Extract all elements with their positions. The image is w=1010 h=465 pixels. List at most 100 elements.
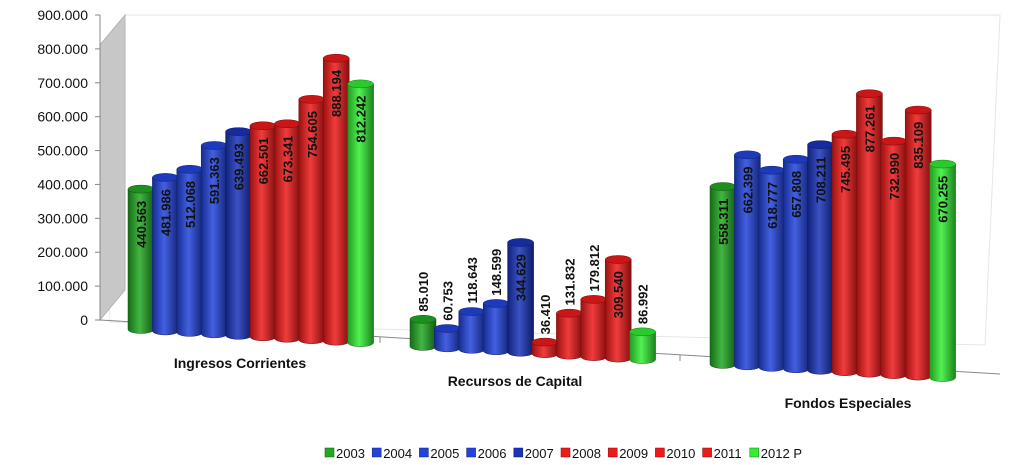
legend-swatch xyxy=(607,447,618,458)
bar-2005-0: 512.068 xyxy=(176,165,204,337)
y-tick-label: 300.000 xyxy=(37,210,88,226)
legend-label: 2005 xyxy=(430,446,459,461)
side-wall xyxy=(99,13,126,322)
data-label: 591.363 xyxy=(207,157,222,204)
data-label: 732.990 xyxy=(887,153,902,200)
legend-label: 2012 P xyxy=(761,446,802,461)
bar-top xyxy=(225,127,252,136)
bar-top xyxy=(856,89,883,98)
data-label: 618.777 xyxy=(765,182,780,229)
legend-label: 2007 xyxy=(525,446,554,461)
category-label: Ingresos Corrientes xyxy=(174,355,306,371)
data-label: 36.410 xyxy=(538,295,553,335)
bar-top xyxy=(274,119,301,128)
data-label: 708.211 xyxy=(814,157,829,203)
bar-2003-2: 558.311 xyxy=(709,182,737,369)
bar-top xyxy=(127,184,155,194)
bar-top xyxy=(604,255,632,264)
data-label: 673.341 xyxy=(280,135,295,182)
legend-label: 2011 xyxy=(714,446,742,461)
y-tick-label: 500.000 xyxy=(37,143,88,159)
bar-top xyxy=(249,121,277,130)
data-label: 670.255 xyxy=(936,176,951,223)
bar-2008-1: 36.410 xyxy=(531,295,559,358)
data-label: 754.605 xyxy=(305,111,320,158)
y-tick-label: 800.000 xyxy=(37,41,88,57)
bar-2009-0: 673.341 xyxy=(274,119,301,343)
bar-2012-p-1: 86.992 xyxy=(629,284,656,364)
data-label: 148.599 xyxy=(489,249,504,296)
data-label: 639.493 xyxy=(232,143,247,190)
data-label: 812.242 xyxy=(354,96,369,143)
legend-swatch xyxy=(513,447,524,458)
category-label: Fondos Especiales xyxy=(785,395,912,411)
bar-top xyxy=(904,105,932,115)
data-label: 309.540 xyxy=(611,271,626,318)
bar-2009-2: 877.261 xyxy=(856,89,883,378)
bar-body xyxy=(580,299,608,361)
data-label: 440.563 xyxy=(134,201,149,248)
data-label: 662.399 xyxy=(740,167,755,214)
legend-label: 2004 xyxy=(383,446,412,461)
bar-top xyxy=(458,307,486,316)
data-label: 118.643 xyxy=(465,257,480,303)
bar-2009-1: 131.832 xyxy=(556,258,583,360)
data-label: 481.986 xyxy=(158,189,173,236)
bar-2006-2: 657.808 xyxy=(782,154,810,374)
bar-2007-2: 708.211 xyxy=(807,140,834,375)
y-tick-label: 0 xyxy=(80,312,88,328)
legend-swatch xyxy=(702,447,712,458)
bar-top xyxy=(831,129,859,139)
bar-top xyxy=(347,79,374,89)
bar-top xyxy=(152,173,179,182)
legend-label: 2008 xyxy=(572,446,601,461)
bar-2012-p-2: 670.255 xyxy=(929,159,956,382)
data-label: 558.311 xyxy=(716,199,731,245)
y-tick-label: 200.000 xyxy=(37,244,88,260)
data-label: 835.109 xyxy=(911,122,926,169)
bar-2004-0: 481.986 xyxy=(152,173,179,336)
legend-item: 2007 xyxy=(513,446,554,461)
data-label: 745.495 xyxy=(838,146,853,193)
data-label: 877.261 xyxy=(862,105,877,152)
bar-top xyxy=(782,154,810,164)
bar-2010-1: 179.812 xyxy=(580,245,608,361)
data-label: 512.068 xyxy=(183,181,198,228)
bar-top xyxy=(298,95,326,104)
bar-top xyxy=(531,337,559,347)
data-label: 888.194 xyxy=(329,69,344,117)
legend-swatch xyxy=(655,447,665,458)
bar-2004-1: 60.753 xyxy=(434,281,461,353)
data-label: 179.812 xyxy=(587,245,602,292)
bar-top xyxy=(709,182,737,191)
bar-top xyxy=(434,324,461,333)
legend-item: 2010 xyxy=(655,446,695,461)
bar-2007-0: 639.493 xyxy=(225,127,252,340)
bar-body xyxy=(409,319,437,351)
bar-2003-1: 85.010 xyxy=(409,272,437,351)
bar-top xyxy=(322,53,350,63)
legend-item: 2005 xyxy=(419,446,459,461)
bar-body xyxy=(629,331,656,364)
bar-top xyxy=(556,308,583,318)
y-tick-label: 100.000 xyxy=(37,278,88,294)
data-label: 344.629 xyxy=(514,254,529,301)
bar-top xyxy=(482,299,510,308)
bar-2003-0: 440.563 xyxy=(127,184,155,334)
bar-top xyxy=(758,165,786,175)
legend-swatch xyxy=(324,447,335,458)
bar-top xyxy=(880,136,908,146)
legend-label: 2003 xyxy=(336,446,365,461)
legend-swatch xyxy=(419,447,429,458)
bar-2011-0: 888.194 xyxy=(322,53,350,346)
y-tick-label: 700.000 xyxy=(37,75,88,91)
legend-label: 2010 xyxy=(666,446,695,461)
category-label: Recursos de Capital xyxy=(448,373,583,389)
legend-label: 2009 xyxy=(619,446,648,461)
bar-top xyxy=(200,141,228,150)
bar-2011-2: 835.109 xyxy=(904,105,932,381)
y-tick-label: 400.000 xyxy=(37,176,88,192)
bar-top xyxy=(929,159,956,169)
legend-label: 2006 xyxy=(478,446,507,461)
